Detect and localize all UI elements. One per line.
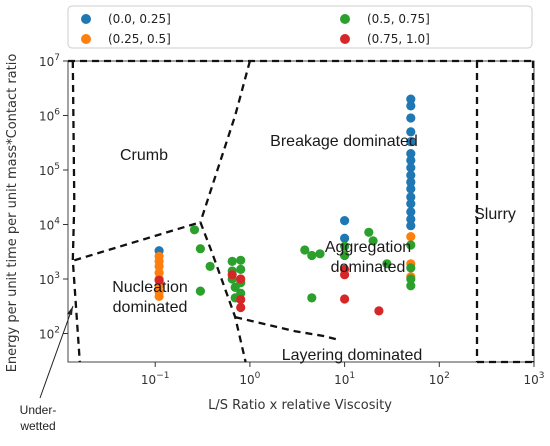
boundary-nucleation-top (74, 222, 200, 260)
y-axis-title: Energy per unit time per unit mass*Conta… (5, 54, 20, 373)
data-point (340, 216, 349, 225)
data-point (206, 262, 215, 271)
data-point (406, 199, 415, 208)
legend-marker (81, 14, 91, 24)
boundary-layering-top (235, 317, 340, 340)
legend: (0.0, 0.25] (0.25, 0.5] (0.5, 0.75] (0.75, … (68, 6, 532, 48)
data-point (315, 249, 324, 258)
underwetted-annotation: Under-wetted (19, 306, 73, 433)
data-point (190, 225, 199, 234)
region-aggregation: Aggregation dominated (325, 239, 411, 276)
region-labels: Crumb Breakage dominated Slurry Aggregation… (112, 133, 516, 364)
region-crumb: Crumb (120, 147, 168, 164)
x-tick-label: 103 (523, 371, 544, 387)
region-boundaries (68, 61, 534, 362)
boundary-underwetted-left (73, 61, 80, 362)
region-layering: Layering dominated (282, 347, 423, 364)
boundary-crumb-breakage (200, 61, 250, 222)
y-tick-label: 102 (39, 326, 60, 342)
data-point (228, 257, 237, 266)
y-tick-label: 103 (39, 271, 60, 287)
legend-label: (0.25, 0.5] (108, 32, 171, 46)
legend-label: (0.75, 1.0] (367, 32, 430, 46)
region-slurry: Slurry (474, 206, 516, 223)
data-point (236, 303, 245, 312)
legend-marker (340, 14, 350, 24)
legend-marker (340, 34, 350, 44)
y-tick-label: 105 (39, 162, 60, 178)
data-point (406, 221, 415, 230)
data-point (406, 101, 415, 110)
data-point (196, 244, 205, 253)
y-tick-label: 106 (39, 108, 60, 124)
region-nucleation: Nucleation dominated (112, 279, 188, 316)
data-point (364, 228, 373, 237)
data-point (406, 184, 415, 193)
data-point (406, 113, 415, 122)
x-tick-label: 102 (429, 371, 450, 387)
data-point (406, 263, 415, 272)
data-point (228, 270, 237, 279)
data-point (307, 293, 316, 302)
region-breakage: Breakage dominated (270, 133, 418, 150)
data-point (196, 287, 205, 296)
data-point (374, 306, 383, 315)
data-point (236, 265, 245, 274)
data-point (340, 294, 349, 303)
plot-frame (68, 61, 534, 362)
x-tick-label: 101 (334, 371, 355, 387)
legend-label: (0.0, 0.25] (108, 12, 171, 26)
y-tick-label: 104 (39, 217, 60, 233)
underwetted-label: Under-wetted (19, 403, 56, 433)
x-tick-label: 10−1 (141, 371, 170, 387)
data-point (236, 295, 245, 304)
legend-label: (0.5, 0.75] (367, 12, 430, 26)
data-point (307, 251, 316, 260)
x-tick-label: 100 (239, 371, 260, 387)
data-point (236, 256, 245, 265)
x-axis-ticks: 10−1 100 101 102 103 (141, 362, 545, 387)
y-tick-label: 107 (39, 53, 60, 69)
legend-marker (81, 34, 91, 44)
data-points (155, 95, 416, 316)
data-point (236, 274, 245, 283)
y-axis-ticks: 102 103 104 105 106 107 (39, 53, 68, 342)
data-point (406, 281, 415, 290)
x-axis-title: L/S Ratio x relative Viscosity (208, 398, 392, 413)
